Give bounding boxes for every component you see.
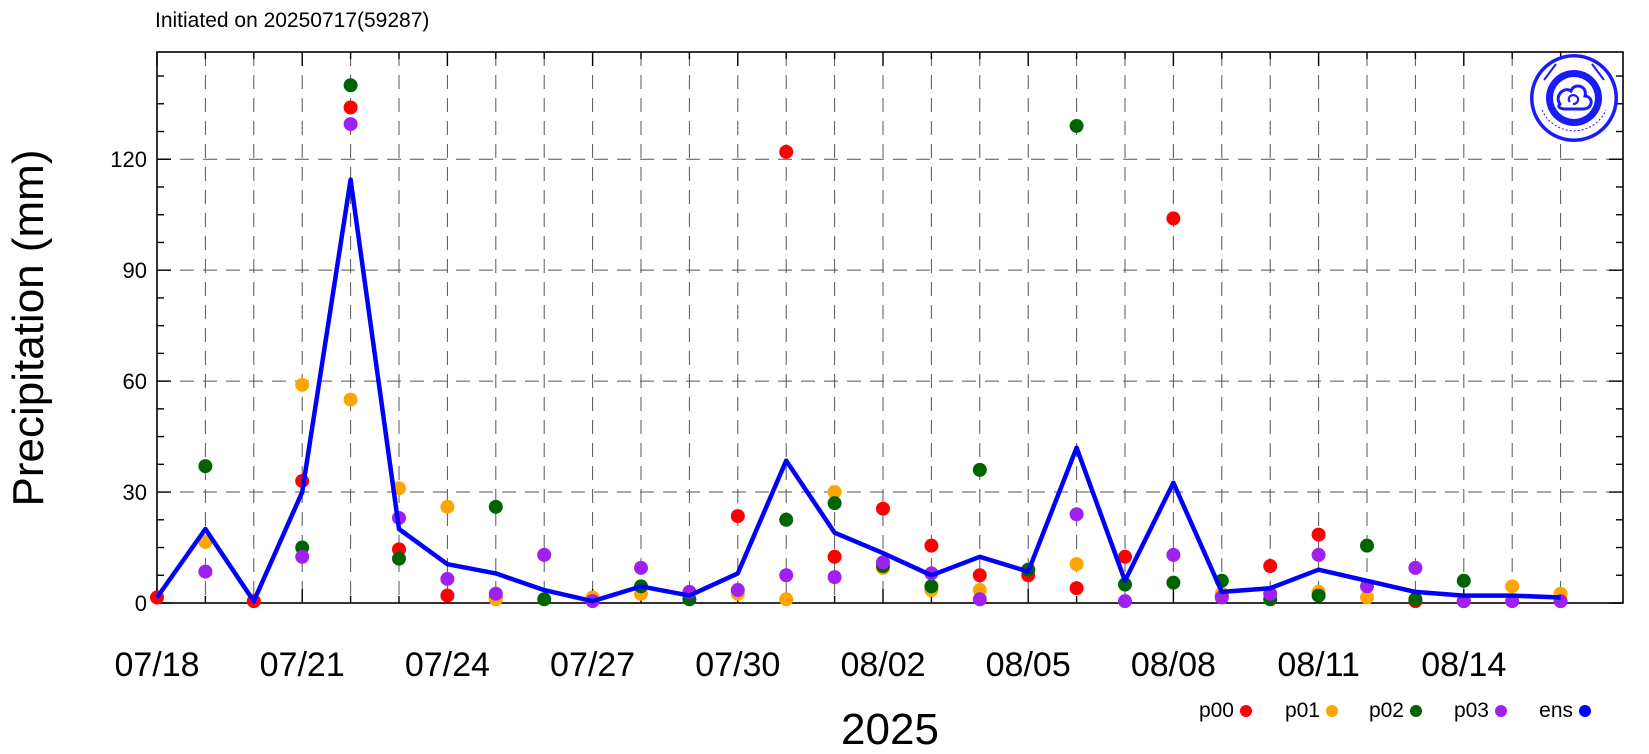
- point-p01: [827, 485, 842, 500]
- point-p02: [198, 459, 213, 474]
- grid-lines: [157, 52, 1623, 603]
- point-p00: [440, 588, 455, 603]
- point-p03: [343, 117, 358, 132]
- y-tick-label: 120: [110, 147, 147, 172]
- x-tick-label: 08/14: [1421, 646, 1506, 684]
- point-p03: [1166, 547, 1181, 562]
- chart-title: Initiated on 20250717(59287): [155, 9, 429, 32]
- point-p03: [972, 592, 987, 607]
- point-p01: [1360, 590, 1374, 605]
- point-p00: [779, 144, 794, 159]
- point-p03: [488, 586, 503, 601]
- x-tick-label: 08/11: [1277, 646, 1360, 684]
- point-p03: [440, 571, 455, 586]
- x-tick-label: 08/08: [1131, 646, 1216, 684]
- axis-ticks: [156, 52, 1623, 604]
- point-p02: [537, 592, 552, 607]
- point-p03: [537, 547, 552, 562]
- legend-label-p02: p02: [1369, 699, 1404, 722]
- legend-label-p01: p01: [1285, 699, 1320, 722]
- point-p02: [972, 462, 987, 477]
- x-tick-label: 08/02: [840, 646, 925, 684]
- point-p00: [1069, 581, 1084, 596]
- point-p03: [295, 549, 310, 564]
- legend-label-ens: ens: [1539, 699, 1573, 722]
- y-tick-label: 90: [123, 258, 147, 283]
- point-p03: [1069, 507, 1084, 522]
- point-p02: [1311, 588, 1326, 603]
- x-tick-label: 08/05: [986, 646, 1071, 684]
- point-p00: [343, 100, 358, 115]
- point-p00: [1166, 211, 1181, 226]
- point-p03: [634, 560, 648, 575]
- point-p02: [488, 499, 503, 514]
- x-tick-labels: 07/18 07/21 07/24 07/27 07/30 08/02 08/05 08/08…: [114, 646, 1506, 684]
- point-p02: [779, 512, 794, 527]
- series-line-ens: [155, 177, 1561, 604]
- point-p00: [924, 538, 939, 553]
- point-p03: [1118, 594, 1132, 609]
- point-p03: [1214, 590, 1229, 605]
- point-p03: [779, 568, 794, 583]
- y-axis-label: Precipitation (mm): [4, 150, 53, 507]
- point-p02: [392, 551, 406, 566]
- point-p01: [295, 377, 310, 392]
- x-tick-label: 07/30: [695, 646, 780, 684]
- y-tick-labels: 0 30 60 90 120: [110, 147, 147, 616]
- point-p03: [1408, 560, 1423, 575]
- point-p01: [1505, 579, 1520, 594]
- series-group: [150, 78, 1568, 609]
- point-p00: [876, 501, 890, 516]
- cma-logo: [1530, 54, 1618, 142]
- point-p01: [1069, 557, 1084, 572]
- point-p00: [972, 568, 987, 583]
- x-axis-label: 2025: [841, 705, 939, 754]
- point-p02: [1118, 577, 1132, 592]
- point-p01: [440, 499, 455, 514]
- y-tick-label: 60: [123, 369, 147, 394]
- legend-marker-p03: [1495, 705, 1507, 717]
- x-tick-label: 07/18: [114, 646, 199, 684]
- point-p03: [730, 583, 745, 598]
- legend-marker-p02: [1410, 705, 1422, 717]
- point-p02: [1166, 575, 1181, 590]
- legend-marker-p00: [1240, 705, 1252, 717]
- point-p02: [1456, 573, 1471, 588]
- y-tick-label: 30: [123, 480, 147, 505]
- point-p02: [1069, 118, 1084, 133]
- point-p03: [198, 564, 213, 579]
- plot-frame: [156, 51, 1624, 604]
- point-p02: [343, 78, 358, 93]
- x-tick-label: 07/24: [405, 646, 490, 684]
- point-p00: [827, 549, 842, 564]
- point-p03: [827, 570, 842, 585]
- point-p03: [1311, 547, 1326, 562]
- point-p00: [1263, 559, 1278, 574]
- x-tick-label: 07/27: [550, 646, 635, 684]
- point-p00: [1311, 527, 1326, 542]
- legend-marker-ens: [1579, 705, 1591, 717]
- y-tick-label: 0: [135, 591, 147, 616]
- point-p00: [1118, 549, 1132, 564]
- legend-marker-p01: [1326, 705, 1338, 717]
- point-p02: [1360, 538, 1374, 553]
- legend: p00 p01 p02 p03 ens: [1199, 699, 1591, 722]
- point-p02: [827, 496, 842, 511]
- legend-label-p03: p03: [1454, 699, 1489, 722]
- legend-label-p00: p00: [1199, 699, 1234, 722]
- point-p00: [730, 509, 745, 524]
- point-p01: [343, 392, 358, 407]
- point-p01: [198, 534, 213, 549]
- point-p02: [1408, 592, 1423, 607]
- point-p01: [779, 592, 794, 607]
- point-p03: [876, 555, 890, 570]
- x-tick-label: 07/21: [260, 646, 345, 684]
- point-p02: [924, 579, 939, 594]
